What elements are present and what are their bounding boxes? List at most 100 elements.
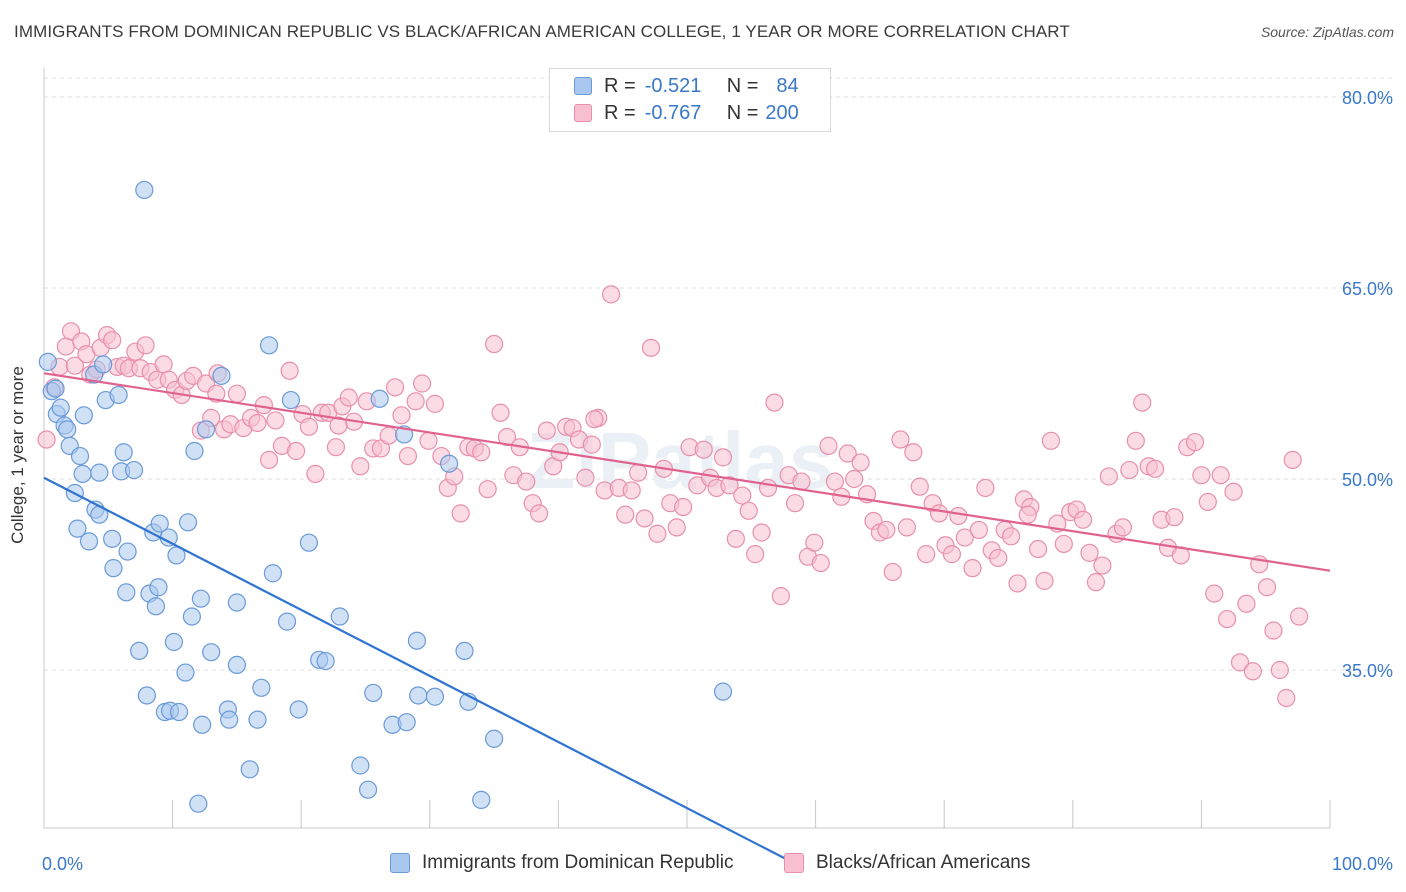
x-tick-label: 0.0% bbox=[42, 854, 83, 874]
point-blacks bbox=[805, 533, 824, 552]
point-dominican bbox=[182, 607, 201, 626]
legend-r-value: -0.521 bbox=[644, 74, 702, 97]
point-blacks bbox=[641, 338, 661, 357]
point-dominican bbox=[220, 710, 239, 729]
point-dominican bbox=[51, 398, 70, 417]
point-dominican bbox=[104, 559, 123, 578]
point-blacks bbox=[602, 285, 621, 304]
point-blacks bbox=[478, 480, 497, 499]
point-blacks bbox=[280, 361, 299, 380]
point-blacks bbox=[491, 403, 510, 422]
point-blacks bbox=[286, 441, 306, 461]
legend-label-blacks: Blacks/African Americans bbox=[816, 852, 1031, 873]
legend-item-dominican: Immigrants from Dominican Republic bbox=[390, 852, 734, 874]
point-dominican bbox=[397, 713, 416, 732]
legend-n-value: 200 bbox=[765, 101, 799, 124]
point-dominican bbox=[364, 683, 383, 703]
legend-row-pink: R = -0.767 N = 200 bbox=[574, 100, 799, 126]
point-blacks bbox=[752, 523, 771, 542]
point-blacks bbox=[1028, 539, 1048, 559]
legend-n-label: N = bbox=[726, 101, 759, 124]
point-blacks bbox=[733, 486, 752, 505]
point-blacks bbox=[929, 504, 949, 523]
point-blacks bbox=[720, 476, 739, 495]
point-blacks bbox=[1146, 459, 1165, 478]
series-blacks-african-americans bbox=[37, 285, 1309, 708]
point-blacks bbox=[1120, 460, 1139, 480]
point-dominican bbox=[169, 702, 189, 722]
point-blacks bbox=[694, 440, 713, 459]
point-blacks bbox=[877, 520, 896, 540]
y-axis-label: College, 1 year or more bbox=[8, 366, 27, 544]
point-dominican bbox=[124, 460, 144, 480]
point-blacks bbox=[1126, 431, 1145, 450]
point-blacks bbox=[306, 464, 325, 484]
point-blacks bbox=[227, 384, 246, 403]
series-legend: Immigrants from Dominican Republic Black… bbox=[0, 850, 1406, 878]
point-blacks bbox=[299, 417, 319, 436]
chart-source: Source: ZipAtlas.com bbox=[1260, 24, 1394, 40]
point-blacks bbox=[1218, 609, 1237, 629]
point-blacks bbox=[379, 426, 398, 445]
point-blacks bbox=[955, 528, 974, 547]
legend-swatch-pink bbox=[784, 853, 804, 873]
point-blacks bbox=[838, 444, 857, 463]
point-blacks bbox=[582, 435, 601, 454]
point-blacks bbox=[537, 421, 556, 440]
point-blacks bbox=[1099, 467, 1118, 486]
point-blacks bbox=[989, 548, 1008, 568]
point-blacks bbox=[942, 545, 962, 564]
point-dominican bbox=[178, 513, 198, 532]
point-blacks bbox=[845, 469, 864, 489]
point-blacks bbox=[576, 468, 595, 487]
point-dominican bbox=[135, 180, 154, 200]
point-dominican bbox=[164, 632, 183, 652]
point-blacks bbox=[472, 443, 491, 462]
point-dominican bbox=[485, 729, 504, 748]
point-blacks bbox=[517, 472, 536, 491]
point-dominican bbox=[70, 446, 90, 466]
point-blacks bbox=[771, 587, 790, 606]
point-dominican bbox=[248, 710, 267, 729]
point-blacks bbox=[1237, 594, 1256, 613]
point-dominican bbox=[117, 583, 136, 602]
point-blacks bbox=[1185, 432, 1205, 452]
legend-item-blacks: Blacks/African Americans bbox=[784, 852, 1030, 874]
point-dominican bbox=[370, 389, 389, 408]
point-blacks bbox=[398, 446, 418, 466]
point-dominican bbox=[109, 385, 128, 405]
point-dominican bbox=[263, 564, 283, 583]
point-blacks bbox=[897, 518, 917, 537]
point-blacks bbox=[1054, 534, 1073, 554]
point-dominican bbox=[191, 589, 210, 608]
point-blacks bbox=[412, 374, 432, 393]
point-dominican bbox=[212, 366, 231, 385]
point-blacks bbox=[917, 545, 936, 564]
point-blacks bbox=[136, 336, 155, 355]
point-blacks bbox=[963, 559, 982, 578]
point-blacks bbox=[1270, 660, 1289, 680]
point-blacks bbox=[1008, 574, 1027, 593]
point-blacks bbox=[739, 501, 758, 520]
legend-r-label: R = bbox=[604, 74, 636, 97]
point-blacks bbox=[530, 504, 549, 523]
point-blacks bbox=[339, 388, 358, 407]
point-blacks bbox=[1093, 556, 1112, 575]
point-dominican bbox=[351, 756, 370, 775]
point-dominican bbox=[185, 441, 204, 461]
point-blacks bbox=[726, 529, 745, 548]
point-blacks bbox=[851, 453, 870, 472]
point-blacks bbox=[425, 394, 445, 413]
point-dominican bbox=[289, 700, 308, 719]
legend-r-value: -0.767 bbox=[644, 101, 702, 124]
legend-n-label: N = bbox=[726, 74, 759, 97]
point-blacks bbox=[329, 416, 348, 435]
trendline-dominican bbox=[43, 476, 791, 862]
point-blacks bbox=[785, 494, 805, 513]
point-blacks bbox=[1198, 492, 1217, 512]
point-dominican bbox=[58, 420, 77, 439]
legend-swatch-blue bbox=[390, 853, 410, 873]
series-immigrants-dominican-republic bbox=[38, 180, 733, 813]
point-blacks bbox=[585, 410, 604, 429]
point-blacks bbox=[904, 443, 923, 462]
